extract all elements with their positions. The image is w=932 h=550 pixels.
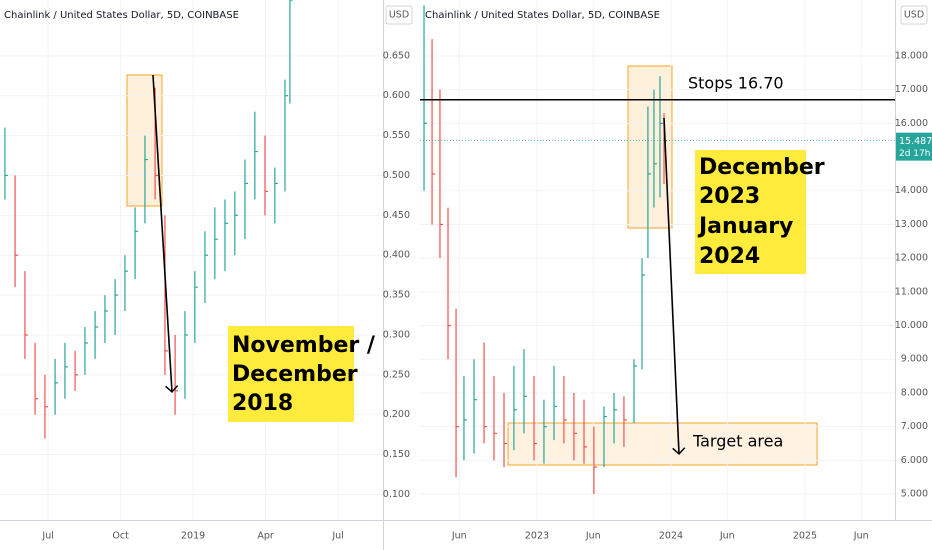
currency-badge: [385, 5, 413, 25]
x-tick-label: 2019: [181, 531, 205, 542]
annotation-line: 2018: [232, 391, 293, 416]
background: [126, 65, 818, 466]
annotation-line: December: [699, 155, 825, 180]
x-tick-label: 2024: [659, 531, 683, 542]
y-tick-label: 0.500: [383, 170, 410, 181]
y-tick-label: 7.000: [901, 421, 928, 432]
arrow: [152, 74, 179, 394]
y-tick-label: 11.000: [895, 286, 928, 297]
last-price: 15.487: [899, 136, 932, 147]
y-tick-label: 14.000: [895, 185, 928, 196]
y-tick-label: 0.350: [383, 290, 410, 301]
x-tick-label: Jun: [853, 531, 869, 542]
y-tick-label: 5.000: [901, 489, 928, 500]
y-tick-label: 0.550: [383, 130, 410, 141]
currency: USD: [904, 10, 924, 21]
currency-badge: [900, 5, 928, 25]
annotation-line: January: [697, 214, 793, 239]
note-box: [695, 150, 806, 274]
currency: USD: [389, 10, 409, 21]
symbol-title: Chainlink / United States Dollar, 5D, CO…: [425, 10, 660, 21]
arrow: [663, 117, 686, 456]
target-label: Target area: [692, 432, 783, 451]
annotation-line: 2024: [699, 244, 760, 269]
price-bars: [420, 0, 895, 520]
countdown: 2d 17h: [899, 149, 930, 159]
y-tick-label: 0.450: [383, 210, 410, 221]
annotation-line: November /: [232, 333, 376, 358]
x-tick-label: Jun: [719, 531, 735, 542]
price-badge: [896, 132, 932, 161]
x-tick-label: Oct: [112, 531, 129, 542]
y-tick-label: 10.000: [895, 320, 928, 331]
x-tick-label: Jul: [331, 531, 343, 542]
symbol-title: Chainlink / United States Dollar, 5D, CO…: [4, 10, 239, 21]
y-tick-label: 0.200: [383, 409, 410, 420]
y-tick-label: 0.600: [383, 90, 410, 101]
x-tick-label: Jun: [585, 531, 601, 542]
y-tick-label: 0.400: [383, 250, 410, 261]
y-tick-label: 6.000: [901, 455, 928, 466]
annotation-line: December: [232, 362, 358, 387]
y-tick-label: 12.000: [895, 253, 928, 264]
y-tick-label: 8.000: [901, 387, 928, 398]
stop-label: Stops 16.70: [688, 73, 784, 92]
y-tick-label: 16.000: [895, 118, 928, 129]
x-tick-label: Jul: [41, 531, 53, 542]
price-bars: [0, 0, 383, 520]
x-tick-label: Jun: [451, 531, 467, 542]
x-tick-label: 2023: [525, 531, 549, 542]
x-tick-label: 2025: [793, 531, 817, 542]
y-tick-label: 18.000: [895, 50, 928, 61]
y-tick-label: 0.100: [383, 489, 410, 500]
y-tick-label: 13.000: [895, 219, 928, 230]
y-tick-label: 0.650: [383, 50, 410, 61]
x-tick-label: Apr: [257, 531, 274, 542]
y-tick-label: 17.000: [895, 84, 928, 95]
annotation-line: 2023: [699, 184, 760, 209]
y-tick-label: 0.150: [383, 449, 410, 460]
y-tick-label: 9.000: [901, 354, 928, 365]
target-box: [507, 422, 818, 466]
y-tick-label: 0.250: [383, 369, 410, 380]
note-box: [228, 326, 354, 422]
y-tick-label: 0.300: [383, 329, 410, 340]
